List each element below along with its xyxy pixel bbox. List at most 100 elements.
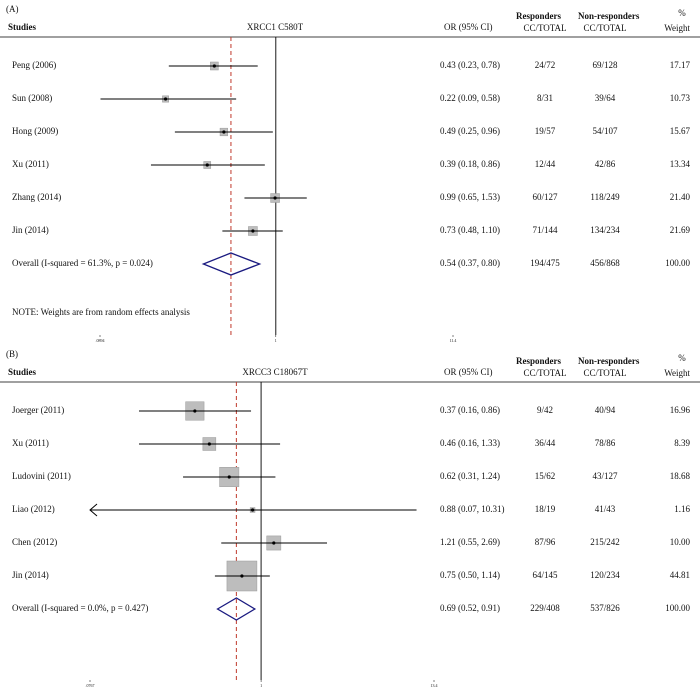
column-header: CC/TOTAL (583, 23, 626, 33)
column-header: Weight (664, 368, 690, 378)
study-name: Peng (2006) (12, 60, 56, 70)
point-estimate (222, 130, 226, 134)
nonresponders: 215/242 (590, 537, 620, 547)
responders: 87/96 (535, 537, 556, 547)
estimate-label: 0.46 (0.16, 1.33) (440, 438, 500, 448)
column-header: % (678, 8, 686, 18)
weight: 15.67 (670, 126, 691, 136)
x-tick-label: .0767 (86, 683, 95, 688)
estimate-label: 0.73 (0.48, 1.10) (440, 225, 500, 235)
study-name: Xu (2011) (12, 159, 49, 169)
column-header: CC/TOTAL (583, 368, 626, 378)
nonresponders: 41/43 (595, 504, 616, 514)
nonresponders: 537/826 (590, 603, 620, 613)
responders: 24/72 (535, 60, 556, 70)
point-estimate (273, 196, 277, 200)
responders: 60/127 (532, 192, 558, 202)
study-name: Joerger (2011) (12, 405, 64, 415)
column-header: % (678, 353, 686, 363)
nonresponders: 39/64 (595, 93, 616, 103)
panel-label: (A) (6, 4, 19, 14)
ci-arrow (89, 503, 98, 517)
study-name: Sun (2008) (12, 93, 52, 103)
point-estimate (240, 574, 244, 578)
panel-title: XRCC3 C18067T (242, 367, 308, 377)
study-name: Overall (I-squared = 0.0%, p = 0.427) (12, 603, 148, 613)
point-estimate (251, 229, 255, 233)
column-header: Non-responders (578, 11, 640, 21)
study-name: Hong (2009) (12, 126, 58, 136)
weight: 21.69 (670, 225, 691, 235)
overall-diamond (201, 252, 262, 276)
study-name: Chen (2012) (12, 537, 57, 547)
weight: 18.68 (670, 471, 691, 481)
nonresponders: 69/128 (592, 60, 618, 70)
responders: 9/42 (537, 405, 553, 415)
responders: 71/144 (532, 225, 558, 235)
study-name: Liao (2012) (12, 504, 55, 514)
column-header: Weight (664, 23, 690, 33)
responders: 64/145 (532, 570, 558, 580)
point-estimate (207, 442, 211, 446)
point-estimate (205, 163, 209, 167)
point-estimate (227, 475, 231, 479)
column-header: OR (95% CI) (444, 367, 493, 377)
nonresponders: 456/868 (590, 258, 620, 268)
responders: 36/44 (535, 438, 556, 448)
nonresponders: 134/234 (590, 225, 620, 235)
estimate-label: 1.21 (0.55, 2.69) (440, 537, 500, 547)
estimate-label: 0.62 (0.31, 1.24) (440, 471, 500, 481)
overall-diamond (216, 597, 257, 621)
point-estimate (212, 64, 216, 68)
nonresponders: 40/94 (595, 405, 616, 415)
nonresponders: 78/86 (595, 438, 616, 448)
column-header: OR (95% CI) (444, 22, 493, 32)
estimate-label: 0.54 (0.37, 0.80) (440, 258, 500, 268)
column-header: CC/TOTAL (523, 368, 566, 378)
column-header: Studies (8, 367, 37, 377)
x-tick-label: 11.4 (450, 338, 457, 343)
estimate-label: 0.39 (0.18, 0.86) (440, 159, 500, 169)
forest-panel: (A) Studies XRCC1 C580T OR (95% CI) Responde… (0, 4, 700, 343)
x-tick-label: 1 (275, 338, 277, 343)
panel-label: (B) (6, 349, 18, 359)
note: NOTE: Weights are from random effects an… (12, 307, 190, 317)
study-name: Zhang (2014) (12, 192, 61, 202)
weight: 16.96 (670, 405, 691, 415)
column-header: Studies (8, 22, 37, 32)
weight: 10.00 (670, 537, 691, 547)
point-estimate (250, 508, 255, 512)
study-name: Overall (I-squared = 61.3%, p = 0.024) (12, 258, 153, 268)
nonresponders: 120/234 (590, 570, 620, 580)
study-name: Jin (2014) (12, 225, 49, 235)
weight: 1.16 (674, 504, 690, 514)
weight: 10.73 (670, 93, 691, 103)
responders: 15/62 (535, 471, 556, 481)
x-tick-label: .0894 (96, 338, 105, 343)
responders: 194/475 (530, 258, 560, 268)
estimate-label: 0.49 (0.25, 0.96) (440, 126, 500, 136)
estimate-label: 0.37 (0.16, 0.86) (440, 405, 500, 415)
estimate-label: 0.99 (0.65, 1.53) (440, 192, 500, 202)
responders: 229/408 (530, 603, 560, 613)
weight: 8.39 (674, 438, 690, 448)
estimate-label: 0.22 (0.09, 0.58) (440, 93, 500, 103)
study-name: Ludovini (2011) (12, 471, 71, 481)
study-name: Jin (2014) (12, 570, 49, 580)
forest-panel: (B) Studies XRCC3 C18067T OR (95% CI) Respon… (0, 349, 700, 688)
weight: 100.00 (665, 258, 690, 268)
point-estimate (163, 97, 168, 101)
weight: 44.81 (670, 570, 690, 580)
column-header: Non-responders (578, 356, 640, 366)
x-tick-label: 1 (260, 683, 262, 688)
estimate-label: 0.69 (0.52, 0.91) (440, 603, 500, 613)
weight: 17.17 (670, 60, 691, 70)
column-header: CC/TOTAL (523, 23, 566, 33)
estimate-label: 0.88 (0.07, 10.31) (440, 504, 505, 514)
nonresponders: 42/86 (595, 159, 616, 169)
weight: 21.40 (670, 192, 691, 202)
responders: 8/31 (537, 93, 553, 103)
weight: 13.34 (670, 159, 691, 169)
responders: 18/19 (535, 504, 556, 514)
